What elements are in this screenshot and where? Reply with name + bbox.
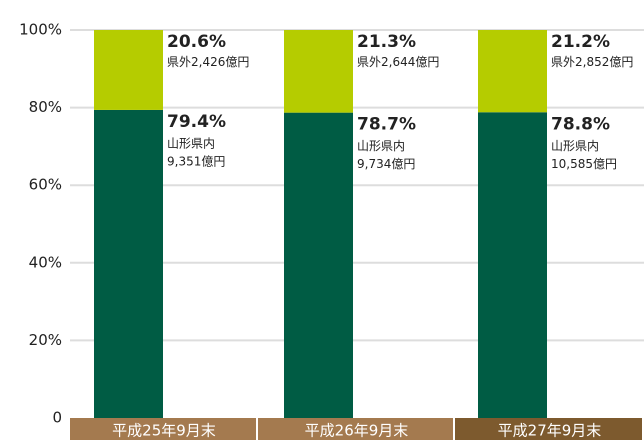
bar-segment [478, 112, 547, 419]
amount-label: 2,852億円 [575, 55, 633, 69]
bar-segment [284, 112, 353, 419]
bar-segment [478, 30, 547, 113]
series-name: 県外 [167, 55, 191, 69]
y-tick-label: 60% [29, 176, 62, 194]
category-band [455, 418, 642, 440]
x-tick-label: 平成27年9月末 [498, 422, 602, 440]
y-tick-label: 100% [19, 21, 62, 39]
series-name: 山形県内 [357, 139, 405, 153]
amount-label: 9,734億円 [357, 157, 415, 171]
amount-label: 10,585億円 [551, 157, 617, 171]
amount-line: 県外2,852億円 [551, 55, 633, 69]
bar-segment [94, 109, 163, 418]
amount-label: 2,426億円 [191, 55, 249, 69]
amount-label: 9,351億円 [167, 154, 225, 168]
y-tick-label: 80% [29, 98, 62, 116]
y-tick-label: 20% [29, 331, 62, 349]
series-name: 山形県内 [167, 136, 215, 150]
bar-segment [94, 30, 163, 110]
value-label: 20.6% [167, 32, 226, 52]
amount-label: 2,644億円 [381, 55, 439, 69]
value-label: 21.3% [357, 32, 416, 52]
y-tick-label: 0 [52, 409, 62, 427]
value-label: 79.4% [167, 112, 226, 132]
y-tick-label: 40% [29, 253, 62, 271]
category-band [258, 418, 453, 440]
bar-segment [284, 30, 353, 113]
x-tick-label: 平成26年9月末 [305, 422, 409, 440]
x-tick-label: 平成25年9月末 [112, 422, 216, 440]
amount-line: 県外2,644億円 [357, 55, 439, 69]
series-name: 山形県内 [551, 139, 599, 153]
series-name: 県外 [551, 55, 575, 69]
value-label: 21.2% [551, 32, 610, 52]
value-label: 78.8% [551, 114, 610, 134]
amount-line: 県外2,426億円 [167, 55, 249, 69]
series-name: 県外 [357, 55, 381, 69]
value-label: 78.7% [357, 115, 416, 135]
category-band [70, 418, 256, 440]
